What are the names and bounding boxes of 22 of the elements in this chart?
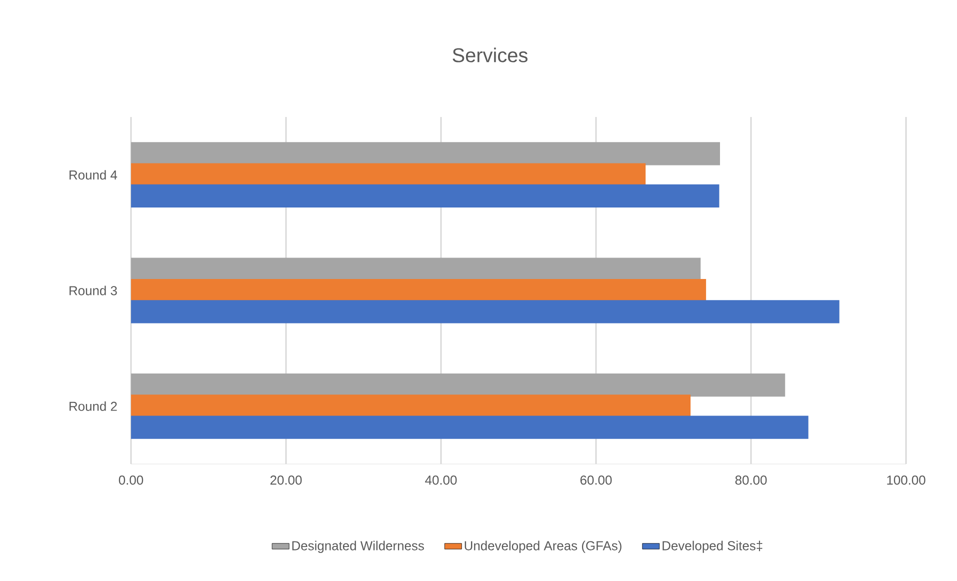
- bar: [131, 163, 646, 186]
- bar: [131, 394, 691, 418]
- x-tick-label: 20.00: [270, 476, 302, 485]
- y-tick-label: Round 4: [70, 170, 118, 180]
- x-tick-label: 80.00: [735, 476, 767, 485]
- bar: [131, 373, 786, 397]
- x-tick-label: 60.00: [580, 476, 612, 485]
- legend-label: Undeveloped Areas (GFAs): [464, 540, 622, 553]
- legend-label: Developed Sites‡: [662, 540, 762, 553]
- legend-label: Designated Wilderness: [292, 540, 424, 553]
- y-tick-label: Round 3: [70, 286, 117, 296]
- bar: [131, 258, 701, 281]
- y-tick-label: Round 2: [70, 401, 117, 411]
- x-tick-label: 0.00: [118, 476, 144, 485]
- bar: [131, 142, 720, 166]
- x-tick-label: 100.00: [887, 476, 926, 485]
- bar: [131, 278, 706, 302]
- bar: [131, 416, 808, 439]
- bar: [131, 300, 840, 324]
- bar: [131, 184, 720, 208]
- chart-title: Services: [452, 48, 528, 62]
- x-tick-label: 40.00: [425, 476, 457, 485]
